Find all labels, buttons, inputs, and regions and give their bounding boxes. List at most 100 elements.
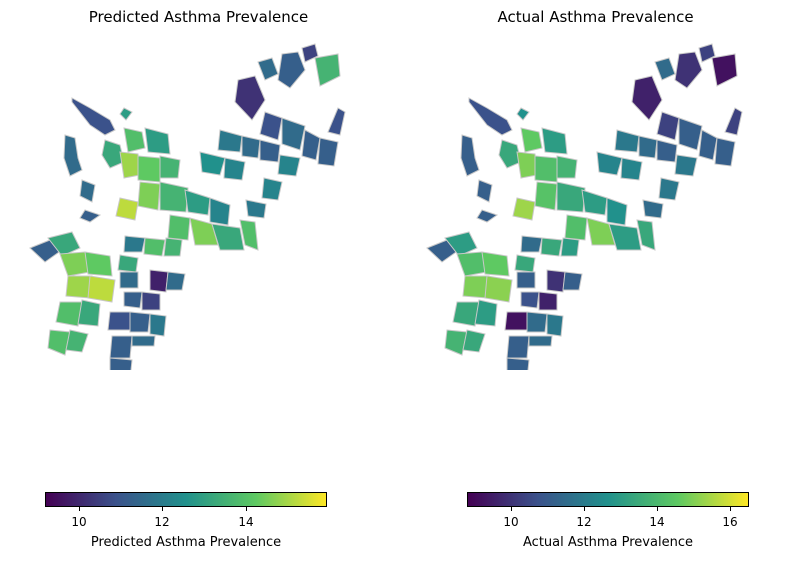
actual-choropleth-map xyxy=(426,43,743,370)
map-region xyxy=(119,107,133,121)
map-region xyxy=(698,129,718,161)
map-region xyxy=(674,51,703,89)
map-region xyxy=(546,313,564,337)
map-region xyxy=(658,177,680,201)
map-region xyxy=(123,235,146,253)
map-regions xyxy=(426,43,743,370)
map-region xyxy=(452,301,480,327)
map-region xyxy=(301,43,319,63)
map-region xyxy=(498,139,522,169)
map-region xyxy=(84,251,113,277)
predicted-choropleth-map xyxy=(29,43,346,370)
map-region xyxy=(209,197,231,226)
map-region xyxy=(581,189,608,216)
map-region xyxy=(259,111,283,141)
map-region xyxy=(484,275,513,303)
map-region xyxy=(656,139,678,163)
map-region xyxy=(143,237,166,257)
map-region xyxy=(123,291,143,309)
map-region xyxy=(241,135,261,159)
map-region xyxy=(314,53,341,87)
map-region xyxy=(514,254,536,273)
map-region xyxy=(184,189,211,216)
map-region xyxy=(504,311,528,331)
map-region xyxy=(534,155,558,183)
map-region xyxy=(556,155,578,179)
map-region xyxy=(654,57,676,81)
map-region xyxy=(87,275,116,303)
map-region xyxy=(141,291,161,311)
map-region xyxy=(165,271,186,291)
map-region xyxy=(714,137,736,167)
map-region xyxy=(259,139,281,163)
map-region xyxy=(460,134,480,177)
map-region xyxy=(540,237,563,257)
map-region xyxy=(223,157,246,181)
map-region xyxy=(327,107,346,136)
map-region xyxy=(107,311,131,331)
colorbar-tick xyxy=(730,507,731,511)
map-region xyxy=(159,155,181,179)
predicted-colorbar-ticks: 10 12 14 xyxy=(45,507,327,531)
map-region xyxy=(614,129,640,153)
map-region xyxy=(261,177,283,201)
map-region xyxy=(546,269,566,293)
map-region xyxy=(119,271,139,289)
map-region xyxy=(556,181,586,213)
map-region xyxy=(534,181,558,211)
map-region xyxy=(562,271,583,291)
map-region xyxy=(199,151,226,176)
map-region xyxy=(520,291,540,309)
map-region xyxy=(163,237,183,257)
map-region xyxy=(234,75,266,121)
colorbar-tick-label: 10 xyxy=(503,515,519,529)
map-region xyxy=(656,111,680,141)
colorbar-tick xyxy=(162,507,163,511)
map-region xyxy=(674,154,698,177)
map-region xyxy=(516,271,536,289)
actual-colorbar-ticks: 10 12 14 16 xyxy=(467,507,749,531)
map-region xyxy=(131,335,156,347)
map-region xyxy=(257,57,279,81)
map-region xyxy=(636,219,656,251)
map-region xyxy=(123,127,146,153)
map-region xyxy=(541,127,568,155)
map-region xyxy=(281,117,306,151)
map-region xyxy=(468,97,513,136)
map-region xyxy=(115,197,139,221)
map-region xyxy=(101,139,125,169)
colorbar-tick-label: 14 xyxy=(238,515,254,529)
predicted-colorbar xyxy=(45,492,327,507)
map-region xyxy=(149,269,169,293)
map-region xyxy=(129,311,151,333)
map-region xyxy=(481,251,510,277)
map-region xyxy=(119,151,141,179)
map-region xyxy=(516,107,530,121)
map-region xyxy=(506,357,530,370)
colorbar-tick-label: 16 xyxy=(722,515,738,529)
map-region xyxy=(317,137,339,167)
map-region xyxy=(444,329,468,356)
colorbar-tick xyxy=(79,507,80,511)
map-region xyxy=(698,43,716,63)
map-region xyxy=(512,197,536,221)
map-region xyxy=(117,254,139,273)
map-region xyxy=(47,231,81,257)
map-region xyxy=(217,129,243,153)
map-region xyxy=(596,151,623,176)
map-region xyxy=(301,129,321,161)
map-region xyxy=(476,209,499,223)
map-region xyxy=(474,299,498,327)
map-region xyxy=(245,199,267,219)
map-region xyxy=(149,313,167,337)
map-region xyxy=(239,219,259,251)
map-region xyxy=(724,107,743,136)
colorbar-tick xyxy=(584,507,585,511)
colorbar-tick-label: 14 xyxy=(649,515,665,529)
actual-map-title: Actual Asthma Prevalence xyxy=(497,8,694,26)
colorbar-tick xyxy=(657,507,658,511)
map-region xyxy=(678,117,703,151)
map-region xyxy=(564,214,588,241)
map-region xyxy=(109,335,133,359)
map-region xyxy=(159,181,189,213)
